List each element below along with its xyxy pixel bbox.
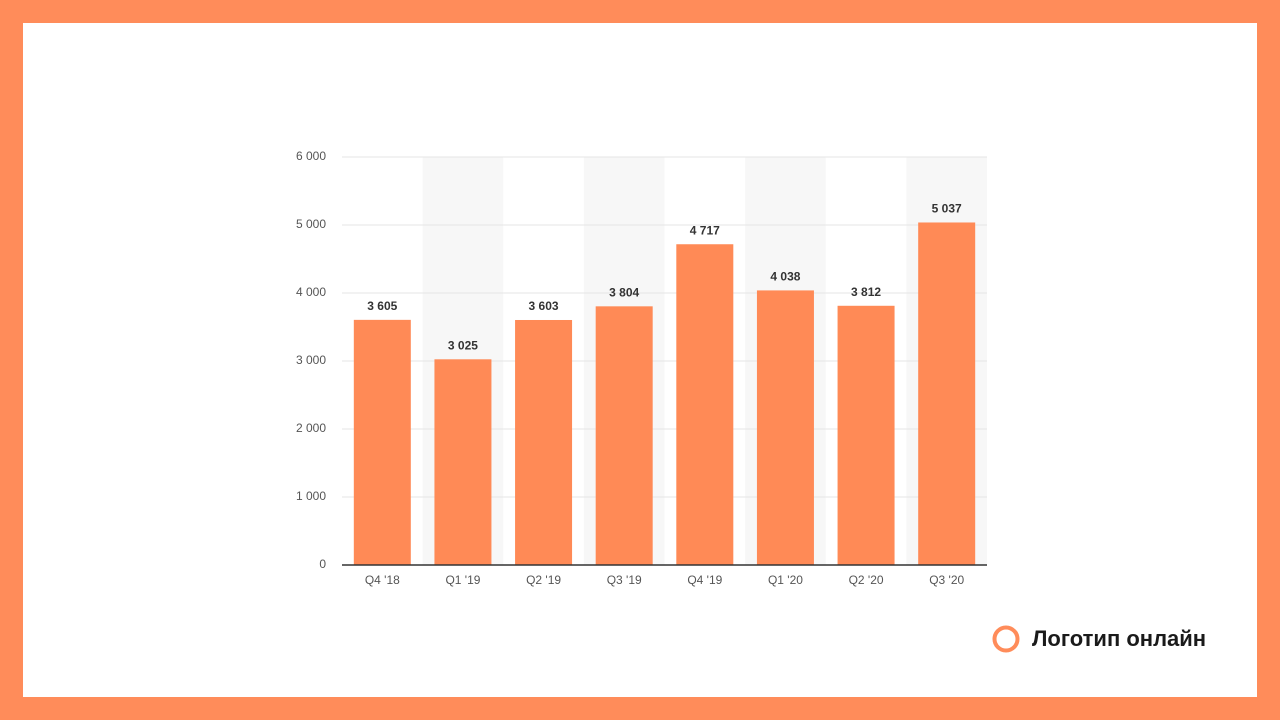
y-tick-label: 3 000 — [296, 353, 326, 367]
logo-icon — [992, 625, 1020, 653]
value-label: 3 812 — [851, 285, 881, 299]
x-tick-label: Q4 '19 — [687, 573, 722, 587]
x-tick-label: Q1 '20 — [768, 573, 803, 587]
x-tick-label: Q3 '20 — [929, 573, 964, 587]
y-tick-label: 0 — [319, 557, 326, 571]
y-tick-label: 1 000 — [296, 489, 326, 503]
bar — [918, 222, 976, 565]
bar — [676, 244, 734, 565]
value-label: 3 804 — [609, 285, 639, 299]
x-tick-label: Q2 '19 — [526, 573, 561, 587]
value-label: 3 025 — [448, 338, 478, 352]
value-label: 4 717 — [690, 223, 720, 237]
value-label: 4 038 — [770, 270, 800, 284]
x-tick-label: Q3 '19 — [607, 573, 642, 587]
value-label: 3 605 — [367, 299, 397, 313]
y-tick-label: 4 000 — [296, 285, 326, 299]
bar — [515, 319, 573, 565]
y-tick-label: 5 000 — [296, 217, 326, 231]
x-tick-label: Q2 '20 — [849, 573, 884, 587]
brand: Логотип онлайн — [1032, 626, 1206, 651]
x-tick-label: Q1 '19 — [445, 573, 480, 587]
bar — [595, 306, 653, 565]
y-tick-label: 2 000 — [296, 421, 326, 435]
y-tick-label: 6 000 — [296, 149, 326, 163]
x-tick-label: Q4 '18 — [365, 573, 400, 587]
value-label: 3 603 — [529, 299, 559, 313]
bar — [837, 305, 895, 565]
value-label: 5 037 — [932, 202, 962, 216]
bar — [353, 319, 411, 565]
bar — [434, 359, 492, 565]
bar — [756, 290, 814, 565]
